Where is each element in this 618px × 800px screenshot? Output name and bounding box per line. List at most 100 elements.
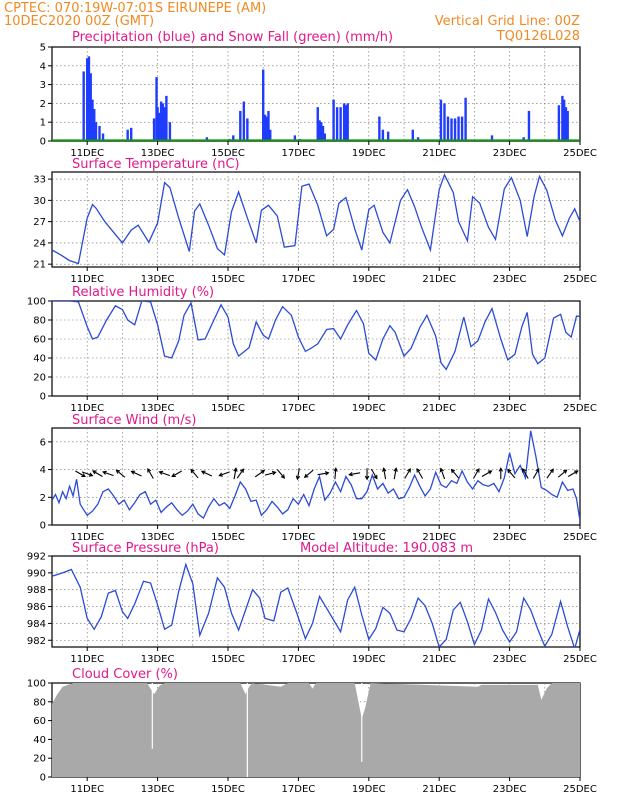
wind-arrow <box>92 470 103 477</box>
precip-bar <box>152 118 156 141</box>
wind-arrow-shaft <box>81 471 93 477</box>
humidity-xtick-label: 15DEC <box>211 403 245 414</box>
precip-title: Precipitation (blue) and Snow Fall (gree… <box>72 30 393 45</box>
precip-bar <box>86 58 89 141</box>
humidity-xtick-label: 25DEC <box>563 403 597 414</box>
precip-panel: 0 1 2 3 4 5 11DEC 13DEC 15DEC 17DEC 19DEC 21DEC 23DE… <box>40 30 597 159</box>
precip-bar <box>342 103 346 141</box>
precip-bar <box>464 97 467 141</box>
precip-bar <box>101 133 105 141</box>
wind-arrow-shaft <box>451 469 459 479</box>
precip-xtick-label: 13DEC <box>141 148 175 159</box>
cloud-ytick-label: 100 <box>27 679 46 690</box>
temperature-xtick-label: 11DEC <box>70 274 104 285</box>
wind-arrow <box>472 467 480 479</box>
precip-bar <box>269 129 272 141</box>
pressure-ytick-label: 986 <box>27 602 46 613</box>
wind-arrow-head <box>382 467 387 472</box>
precip-bar <box>450 118 453 141</box>
wind-arrow-head <box>218 472 223 477</box>
cloud-xtick-label: 13DEC <box>141 784 175 795</box>
cloud-area <box>52 683 580 777</box>
wind-arrow <box>190 468 199 479</box>
pressure-xtick-label: 21DEC <box>422 654 456 665</box>
wind-arrow-head <box>190 468 195 474</box>
precip-bar <box>318 120 321 141</box>
wind-arrow-shaft <box>131 470 142 477</box>
wind-arrow <box>233 467 238 480</box>
wind-arrow-shaft <box>557 469 567 478</box>
wind-arrow-head <box>324 471 330 476</box>
wind-arrow-head <box>92 470 97 475</box>
wind-arrow-head <box>130 470 136 475</box>
cloud-xtick-label: 15DEC <box>211 784 245 795</box>
precip-bar <box>246 118 249 141</box>
pressure-frame <box>51 555 581 648</box>
wind-ytick-label: 2 <box>40 493 46 504</box>
wind-arrow-shaft <box>75 470 86 477</box>
precip-ytick-label: 2 <box>40 99 46 110</box>
wind-title: Surface Wind (m/s) <box>72 413 196 428</box>
precip-bar <box>316 107 319 141</box>
precip-bar <box>320 122 323 141</box>
wind-arrow-head <box>373 474 378 480</box>
precip-bar <box>561 95 564 141</box>
wind-arrow-head <box>574 470 579 475</box>
precip-ytick-label: 5 <box>40 43 46 54</box>
precip-bar <box>263 114 267 141</box>
wind-arrow-shaft <box>416 468 424 479</box>
precip-bar <box>242 101 246 141</box>
wind-arrow <box>364 468 370 481</box>
wind-arrow-shaft <box>383 468 387 480</box>
wind-arrow-head <box>295 475 301 481</box>
humidity-title: Relative Humidity (%) <box>72 285 214 300</box>
wind-arrow <box>522 467 529 479</box>
cloud-xtick-label: 23DEC <box>493 784 527 795</box>
pressure-xtick-label: 23DEC <box>493 654 527 665</box>
pressure-xtick-label: 15DEC <box>211 654 245 665</box>
precip-bar <box>87 56 91 141</box>
wind-arrow-head <box>562 469 568 474</box>
wind-arrow-shaft <box>349 472 361 476</box>
pressure-xtick-label: 25DEC <box>563 654 597 665</box>
wind-arrow-shaft <box>472 468 480 479</box>
precip-bar <box>239 110 242 141</box>
precip-bar <box>168 122 172 141</box>
cloud-xtick-label: 19DEC <box>352 784 386 795</box>
wind-arrow-shaft <box>522 468 529 479</box>
wind-arrow-shaft <box>219 471 230 477</box>
wind-arrow-head <box>498 467 504 472</box>
wind-arrow-shaft <box>171 470 182 477</box>
wind-arrow-head <box>280 474 286 479</box>
pressure-xtick-label: 13DEC <box>141 654 175 665</box>
wind-arrow-head <box>507 468 512 474</box>
cloud-xtick-label: 11DEC <box>70 784 104 795</box>
pressure-ytick-label: 990 <box>27 568 46 579</box>
wind-arrow-head <box>549 468 554 473</box>
humidity-ytick-label: 40 <box>33 354 46 365</box>
wind-ytick-label: 4 <box>40 465 46 476</box>
humidity-xtick-label: 21DEC <box>422 403 456 414</box>
wind-arrow-head <box>303 473 309 479</box>
precip-bar <box>161 103 165 141</box>
temperature-ytick-label: 27 <box>33 217 46 228</box>
wind-arrow-head <box>439 467 444 473</box>
wind-arrow <box>416 467 424 479</box>
wind-arrow-shaft <box>147 468 154 479</box>
precip-bar <box>163 107 166 141</box>
precip-bar <box>321 125 325 141</box>
wind-arrow-head <box>333 467 338 472</box>
wind-arrow-head <box>364 475 370 481</box>
wind-arrow-shaft <box>507 469 516 479</box>
precip-bar <box>411 129 414 141</box>
cloud-ytick-label: 40 <box>33 735 46 746</box>
precip-bar <box>262 69 265 141</box>
precip-bar <box>159 101 163 141</box>
wind-arrow-head <box>171 473 176 478</box>
humidity-ytick-label: 20 <box>33 373 46 384</box>
wind-arrow-shaft <box>254 470 265 478</box>
humidity-series-line <box>52 301 580 371</box>
wind-arrow-shaft <box>334 468 337 480</box>
precip-ytick-label: 1 <box>40 118 46 129</box>
